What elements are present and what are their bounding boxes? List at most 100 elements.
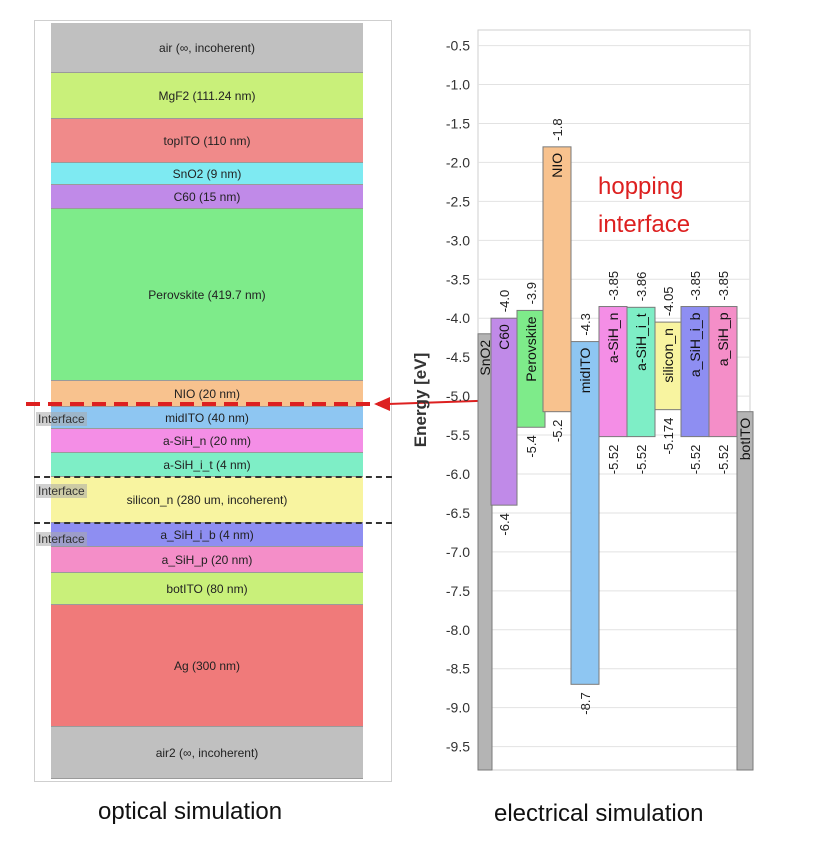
- band-top-value: -3.85: [606, 271, 621, 301]
- y-tick-label: -5.0: [446, 388, 470, 404]
- optical-caption: optical simulation: [98, 798, 283, 825]
- band-top-value: -3.9: [524, 282, 539, 304]
- layer-1: MgF2 (111.24 nm): [51, 73, 363, 119]
- y-tick-label: -4.5: [446, 349, 470, 365]
- energy-band-chart: -0.5 -1.0 -1.5 -2.0 -2.5 -3.0 -3.5 -4.0 -4.5 -5.0…: [411, 29, 754, 771]
- y-axis-label: Energy [eV]: [411, 353, 430, 447]
- band-bar-silicon_n: [654, 321, 682, 411]
- y-tick-label: -2.5: [446, 193, 470, 209]
- band-bar-botITO: [736, 411, 754, 771]
- layer-9: a-SiH_i_t (4 nm): [51, 453, 363, 477]
- band-bottom-value: -8.7: [578, 692, 593, 714]
- layer-label: MgF2 (111.24 nm): [158, 88, 256, 103]
- band-bottom-value: -5.52: [606, 445, 621, 475]
- y-tick-label: -2.0: [446, 154, 470, 170]
- layer-label: Ag (300 nm): [173, 658, 241, 673]
- band-top-value: -1.8: [550, 118, 565, 140]
- electrical-caption: electrical simulation: [494, 800, 704, 827]
- y-tick-label: -6.0: [446, 466, 470, 482]
- band-name-label: midITO: [577, 347, 593, 393]
- arrow-head-icon: [374, 397, 390, 411]
- band-bottom-value: -5.52: [688, 445, 703, 475]
- layer-15: air2 (∞, incoherent): [51, 727, 363, 779]
- band-bar-Perovskite: [516, 309, 546, 428]
- band-name-label: a-SiH_i_t: [633, 313, 649, 371]
- layer-12: a_SiH_p (20 nm): [51, 547, 363, 573]
- band-bars: [477, 146, 754, 771]
- layer-label: silicon_n (280 um, incoherent): [126, 492, 288, 507]
- y-tick-label: -1.5: [446, 115, 470, 131]
- y-tick-label: -8.5: [446, 661, 470, 677]
- band-bar-a_SiH_i_b: [680, 306, 710, 438]
- interface-label: Interface: [36, 484, 87, 498]
- y-tick-label: -5.5: [446, 427, 470, 443]
- layer-label: SnO2 (9 nm): [172, 166, 242, 181]
- layer-label: midITO (40 nm): [165, 410, 249, 425]
- y-tick-label: -7.5: [446, 583, 470, 599]
- layer-label: NIO (20 nm): [173, 386, 240, 401]
- band-bar-a-SiH_n: [598, 306, 628, 438]
- layer-8: a-SiH_n (20 nm): [51, 429, 363, 453]
- y-tick-label: -3.0: [446, 232, 470, 248]
- y-axis-ticks: -0.5 -1.0 -1.5 -2.0 -2.5 -3.0 -3.5 -4.0 -4.5 -5.0…: [446, 38, 470, 755]
- band-top-value: -4.0: [497, 290, 512, 312]
- optical-stack-panel: air (∞, incoherent) MgF2 (111.24 nm) topIT…: [34, 20, 392, 782]
- y-tick-label: -0.5: [446, 38, 470, 54]
- band-bar-C60: [490, 317, 518, 506]
- hopping-annotation-line2: interface: [598, 211, 690, 238]
- y-tick-label: -3.5: [446, 271, 470, 287]
- band-top-value: -3.86: [634, 272, 649, 302]
- band-name-label: botITO: [737, 418, 753, 461]
- band-bottom-value: -6.4: [497, 513, 512, 535]
- band-bottom-value: -5.2: [550, 420, 565, 442]
- y-tick-label: -1.0: [446, 77, 470, 93]
- layer-0: air (∞, incoherent): [51, 23, 363, 73]
- layer-7: midITO (40 nm): [51, 407, 363, 429]
- interface-label: Interface: [36, 412, 87, 426]
- band-bottom-value: -5.52: [716, 445, 731, 475]
- band-top-value: -4.3: [578, 313, 593, 335]
- layer-5: Perovskite (419.7 nm): [51, 209, 363, 381]
- band-bar-SnO2: [477, 333, 493, 771]
- y-tick-label: -6.5: [446, 505, 470, 521]
- band-name-label: Perovskite: [523, 316, 539, 382]
- layer-label: Perovskite (419.7 nm): [148, 287, 266, 302]
- band-name-label: C60: [496, 324, 512, 350]
- layer-label: a_SiH_i_b (4 nm): [160, 527, 254, 542]
- band-bar-a_SiH_p: [708, 306, 738, 438]
- band-name-label: a-SiH_n: [605, 313, 621, 364]
- y-tick-label: -9.0: [446, 700, 470, 716]
- band-bar-NIO: [542, 146, 572, 413]
- band-name-label: SnO2: [477, 340, 493, 376]
- layer-14: Ag (300 nm): [51, 605, 363, 727]
- layer-4: C60 (15 nm): [51, 185, 363, 209]
- y-tick-label: -7.0: [446, 544, 470, 560]
- band-bottom-value: -5.174: [661, 418, 676, 455]
- y-tick-label: -8.0: [446, 622, 470, 638]
- layer-11: a_SiH_i_b (4 nm): [51, 523, 363, 547]
- band-bar-a-SiH_i_t: [626, 306, 656, 438]
- band-top-value: -3.85: [716, 271, 731, 301]
- layer-label: topITO (110 nm): [163, 133, 251, 148]
- hopping-annotation-line1: hopping: [598, 173, 683, 200]
- interface-dash-line: [34, 476, 392, 478]
- band-name-label: NIO: [549, 153, 565, 178]
- layer-label: C60 (15 nm): [173, 189, 241, 204]
- layer-2: topITO (110 nm): [51, 119, 363, 163]
- interface-dash-line: [34, 522, 392, 524]
- band-bottom-value: -5.4: [524, 435, 539, 457]
- band-name-label: a_SiH_i_b: [687, 312, 703, 377]
- layer-13: botITO (80 nm): [51, 573, 363, 605]
- band-bar-midITO: [570, 341, 600, 685]
- layer-10: silicon_n (280 um, incoherent): [51, 477, 363, 523]
- band-name-label: silicon_n: [660, 328, 676, 382]
- layer-label: air2 (∞, incoherent): [155, 745, 259, 760]
- layer-label: a_SiH_p (20 nm): [161, 552, 253, 567]
- layer-label: a-SiH_i_t (4 nm): [163, 457, 251, 472]
- y-tick-label: -4.0: [446, 310, 470, 326]
- layer-3: SnO2 (9 nm): [51, 163, 363, 185]
- layer-label: air (∞, incoherent): [159, 40, 255, 55]
- interface-label: Interface: [36, 532, 87, 546]
- band-bottom-value: -5.52: [634, 445, 649, 475]
